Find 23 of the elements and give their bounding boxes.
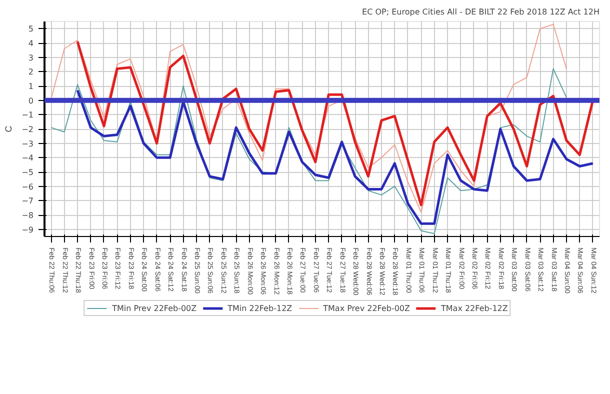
legend-label: TMax 22Feb-12Z [441,303,508,313]
y-tick-label: 0 [28,96,34,106]
y-tick-label: −5 [22,168,34,177]
y-axis-title: C [4,125,14,132]
y-tick-label: −3 [22,139,34,148]
y-tick-label: 4 [28,39,34,48]
chart-title: EC OP; Europe Cities All - DE BILT 22 Feb 2018 12Z Act 12H [362,8,600,16]
y-tick-label: −6 [22,182,34,192]
y-tick-label: 2 [28,68,34,77]
y-tick-label: 3 [28,53,34,62]
line-series [76,40,594,206]
legend-label: TMin 22Feb-12Z [228,303,292,313]
legend-label: TMax Prev 22Feb-00Z [323,303,410,313]
y-tick-label: −4 [22,154,34,163]
legend-label: TMin Prev 22Feb-00Z [112,303,197,313]
y-tick-label: 5 [28,24,34,34]
y-tick-label: −9 [22,225,34,234]
y-tick-label: −2 [22,125,34,134]
y-tick-label: −8 [22,211,34,220]
line-series [76,89,594,225]
y-tick-label: −1 [22,110,34,120]
y-tick-label: 1 [28,82,34,91]
y-tick-label: −7 [22,196,34,206]
